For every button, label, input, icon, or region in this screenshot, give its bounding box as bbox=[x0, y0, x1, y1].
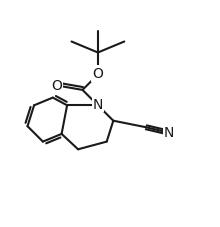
Text: N: N bbox=[164, 125, 174, 139]
Text: O: O bbox=[92, 67, 103, 81]
Text: O: O bbox=[51, 79, 62, 93]
Text: N: N bbox=[93, 98, 103, 112]
